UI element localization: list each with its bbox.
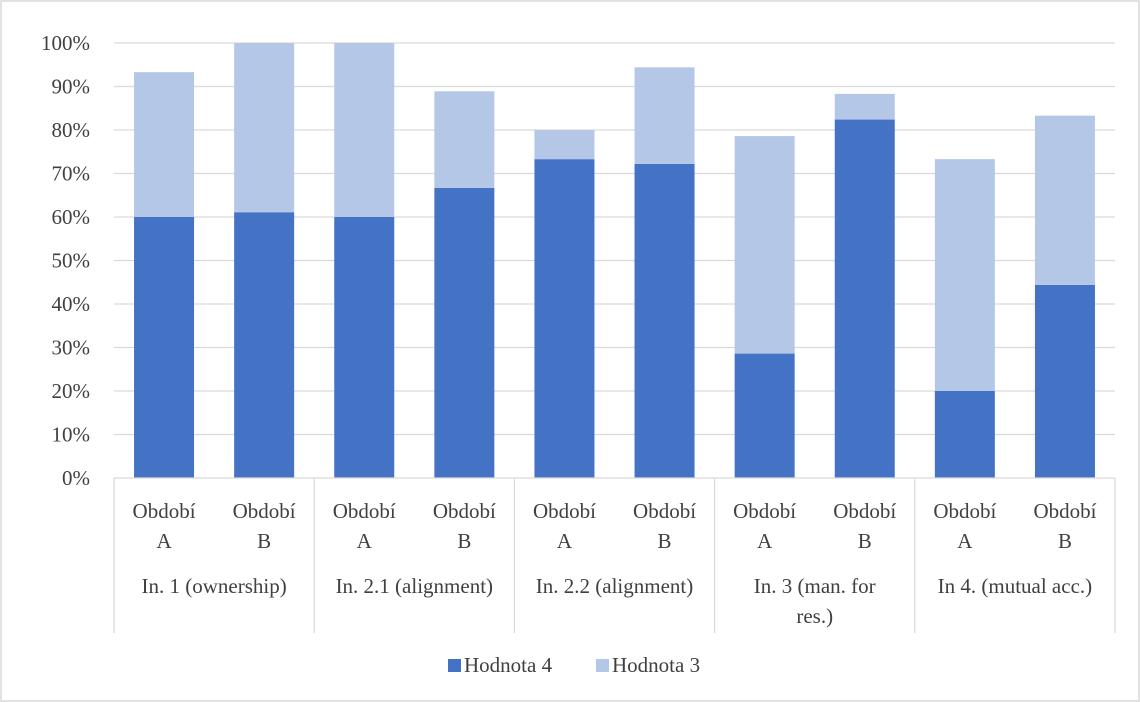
y-axis: 0% 10% 20% 30% 40% 50% 60% 70% 80% 90% 100% xyxy=(41,31,90,490)
bar-hodnota-4 xyxy=(734,353,795,478)
x-category-label: B xyxy=(1058,529,1072,553)
y-tick-label: 100% xyxy=(41,31,90,55)
x-axis: Období A Období B Období A Období B Období A Obdob… xyxy=(113,477,1116,633)
bar-hodnota-4 xyxy=(234,212,295,478)
bars xyxy=(134,43,1095,479)
bar-hodnota-3 xyxy=(534,130,595,160)
x-category-label: A xyxy=(757,529,773,553)
y-tick-label: 0% xyxy=(62,466,90,490)
x-category-label: Období xyxy=(733,499,796,523)
x-group-label: In. 2.1 (alignment) xyxy=(336,574,493,598)
bar-hodnota-3 xyxy=(234,43,295,213)
x-category-label: Období xyxy=(133,499,196,523)
x-group-label: In. 2.2 (alignment) xyxy=(536,574,693,598)
bar-hodnota-4 xyxy=(534,159,595,478)
x-group-label: In 4. (mutual acc.) xyxy=(938,574,1093,598)
bar-hodnota-3 xyxy=(1034,115,1095,285)
x-category-label: A xyxy=(557,529,573,553)
x-group-label: res.) xyxy=(796,604,833,628)
x-category-label: Období xyxy=(933,499,996,523)
x-category-label: B xyxy=(658,529,672,553)
x-category-label: Období xyxy=(833,499,896,523)
legend-swatch-hodnota-3 xyxy=(596,659,609,672)
x-category-label: A xyxy=(156,529,172,553)
y-tick-label: 20% xyxy=(52,379,91,403)
x-category-label: B xyxy=(457,529,471,553)
x-category-label: B xyxy=(257,529,271,553)
legend-swatch-hodnota-4 xyxy=(448,659,461,672)
bar-hodnota-4 xyxy=(134,217,195,478)
y-tick-label: 40% xyxy=(52,292,91,316)
y-tick-label: 10% xyxy=(52,423,91,447)
bar-hodnota-3 xyxy=(934,159,995,391)
x-category-label: A xyxy=(357,529,373,553)
bar-hodnota-3 xyxy=(834,93,895,120)
x-category-label: Období xyxy=(633,499,696,523)
x-category-label: Období xyxy=(233,499,296,523)
bar-hodnota-4 xyxy=(934,391,995,478)
bar-hodnota-4 xyxy=(434,187,495,479)
legend: Hodnota 4 Hodnota 3 xyxy=(448,653,700,677)
bar-hodnota-3 xyxy=(734,136,795,354)
y-tick-label: 90% xyxy=(52,75,91,99)
x-category-label: Období xyxy=(433,499,496,523)
y-tick-label: 80% xyxy=(52,118,91,142)
y-tick-label: 60% xyxy=(52,205,91,229)
y-tick-label: 30% xyxy=(52,336,91,360)
x-category-label: Období xyxy=(1033,499,1096,523)
bar-hodnota-3 xyxy=(434,91,495,188)
y-tick-label: 50% xyxy=(52,249,91,273)
bar-hodnota-3 xyxy=(334,43,395,217)
legend-label: Hodnota 3 xyxy=(612,653,700,677)
bar-hodnota-4 xyxy=(634,163,695,478)
x-group-label: In. 1 (ownership) xyxy=(141,574,286,598)
y-tick-label: 70% xyxy=(52,162,91,186)
x-category-label: Období xyxy=(333,499,396,523)
x-category-label: Období xyxy=(533,499,596,523)
legend-label: Hodnota 4 xyxy=(464,653,553,677)
bar-hodnota-4 xyxy=(334,217,395,478)
x-group-label: In. 3 (man. for xyxy=(754,574,876,598)
x-category-label: A xyxy=(957,529,973,553)
bar-hodnota-4 xyxy=(834,119,895,478)
x-category-label: B xyxy=(858,529,872,553)
bar-hodnota-4 xyxy=(1034,284,1095,478)
bar-hodnota-3 xyxy=(134,72,195,218)
bar-hodnota-3 xyxy=(634,67,695,164)
